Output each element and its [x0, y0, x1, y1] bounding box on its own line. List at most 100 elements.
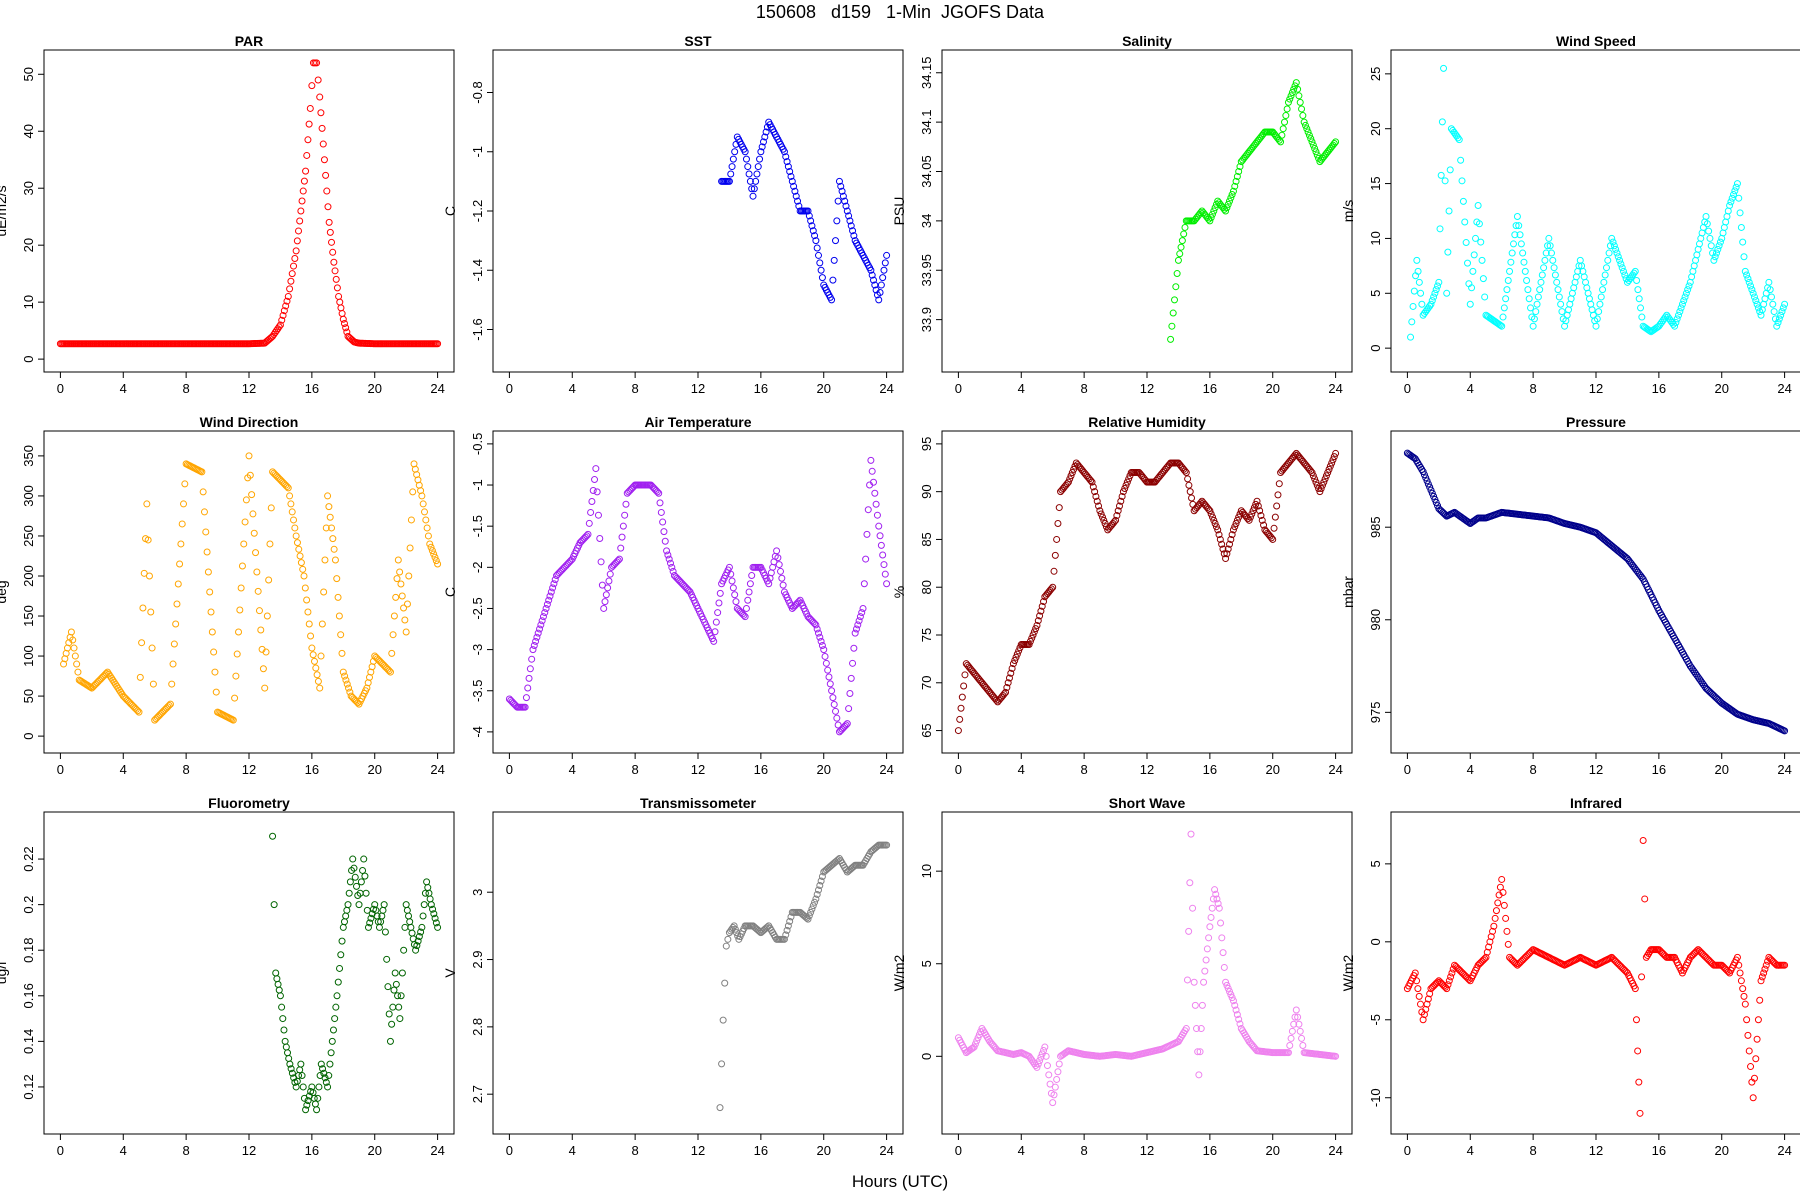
data-point	[1745, 278, 1753, 286]
y-tick-label: -2	[470, 562, 485, 574]
data-point	[1554, 286, 1562, 294]
data-point	[665, 555, 673, 563]
plot-frame	[43, 430, 455, 754]
data-point	[324, 492, 332, 500]
data-point	[1634, 286, 1642, 294]
data-point	[280, 1026, 288, 1034]
x-tick-label: 8	[1530, 762, 1537, 777]
data-point	[591, 476, 599, 484]
data-point	[1309, 472, 1317, 480]
data-point	[322, 171, 330, 179]
data-point	[668, 563, 676, 571]
data-point	[1233, 172, 1241, 180]
data-point	[748, 572, 756, 580]
data-point	[1312, 148, 1320, 156]
data-point	[1754, 1016, 1762, 1024]
x-tick-label: 8	[1081, 1143, 1088, 1158]
data-point	[1214, 526, 1222, 534]
data-point	[304, 136, 312, 144]
data-point	[778, 574, 786, 582]
data-point	[1233, 1011, 1241, 1019]
data-point	[1743, 1016, 1751, 1024]
data-point	[406, 544, 414, 552]
data-point	[1051, 551, 1059, 559]
data-point	[1470, 251, 1478, 259]
x-tick-label: 0	[57, 1143, 64, 1158]
data-point	[1605, 249, 1613, 257]
data-point	[811, 620, 819, 628]
data-point	[773, 547, 781, 555]
data-point	[794, 197, 802, 205]
data-point	[663, 547, 671, 555]
data-point	[313, 1106, 321, 1114]
data-point	[323, 187, 331, 195]
data-point	[1407, 333, 1415, 341]
data-point	[393, 575, 401, 583]
data-point	[824, 666, 832, 674]
data-point	[1639, 836, 1647, 844]
data-point	[360, 855, 368, 863]
y-tick-label: -1.5	[470, 515, 485, 537]
x-tick-label: 24	[879, 762, 893, 777]
data-point	[1417, 289, 1425, 297]
data-point	[199, 488, 207, 496]
data-point	[1190, 978, 1198, 986]
data-point	[749, 192, 757, 200]
x-tick-label: 4	[1018, 762, 1025, 777]
data-point	[1189, 904, 1197, 912]
data-point	[1235, 1015, 1243, 1023]
data-point	[236, 606, 244, 614]
data-point	[761, 133, 769, 141]
figure-title: 150608 d159 1-Min JGOFS Data	[755, 2, 1045, 22]
panel-title: Transmissometer	[640, 795, 756, 811]
x-tick-label: 8	[632, 1143, 639, 1158]
x-tick-label: 24	[1328, 381, 1342, 396]
data-point	[1494, 899, 1502, 907]
data-point	[1270, 524, 1278, 532]
data-point	[1532, 308, 1540, 316]
data-point	[1592, 322, 1600, 330]
data-point	[1681, 293, 1689, 301]
data-point	[1064, 478, 1072, 486]
data-point	[330, 258, 338, 266]
data-point	[1408, 318, 1416, 326]
x-tick-label: 24	[1328, 762, 1342, 777]
data-point	[308, 82, 316, 90]
x-tick-label: 20	[1265, 1143, 1279, 1158]
data-point	[1706, 234, 1714, 242]
data-point	[278, 1003, 286, 1011]
data-point	[1553, 278, 1561, 286]
data-point	[875, 296, 883, 304]
data-point	[545, 596, 553, 604]
data-point	[322, 1078, 330, 1086]
data-point	[762, 128, 770, 136]
data-point	[782, 153, 790, 161]
data-point	[1418, 300, 1426, 308]
data-point	[1430, 492, 1438, 500]
data-point	[263, 612, 271, 620]
data-point	[331, 1015, 339, 1023]
data-point	[321, 1074, 329, 1082]
data-point	[303, 151, 311, 159]
data-point	[779, 581, 787, 589]
data-point	[401, 923, 409, 931]
data-point	[1534, 293, 1542, 301]
data-point	[339, 315, 347, 323]
data-point	[1227, 991, 1235, 999]
data-point	[1447, 973, 1455, 981]
data-point	[337, 631, 345, 639]
data-point	[596, 535, 604, 543]
data-point	[385, 667, 393, 675]
y-tick-label: -1	[470, 479, 485, 491]
data-point	[881, 259, 889, 267]
data-point	[1752, 1055, 1760, 1063]
data-points	[718, 118, 891, 304]
data-point	[1444, 248, 1452, 256]
data-point	[1459, 197, 1467, 205]
data-point	[357, 878, 365, 886]
data-point	[1600, 278, 1608, 286]
data-point	[1210, 516, 1218, 524]
x-tick-label: 20	[367, 1143, 381, 1158]
data-point	[851, 629, 859, 637]
data-point	[1178, 237, 1186, 245]
